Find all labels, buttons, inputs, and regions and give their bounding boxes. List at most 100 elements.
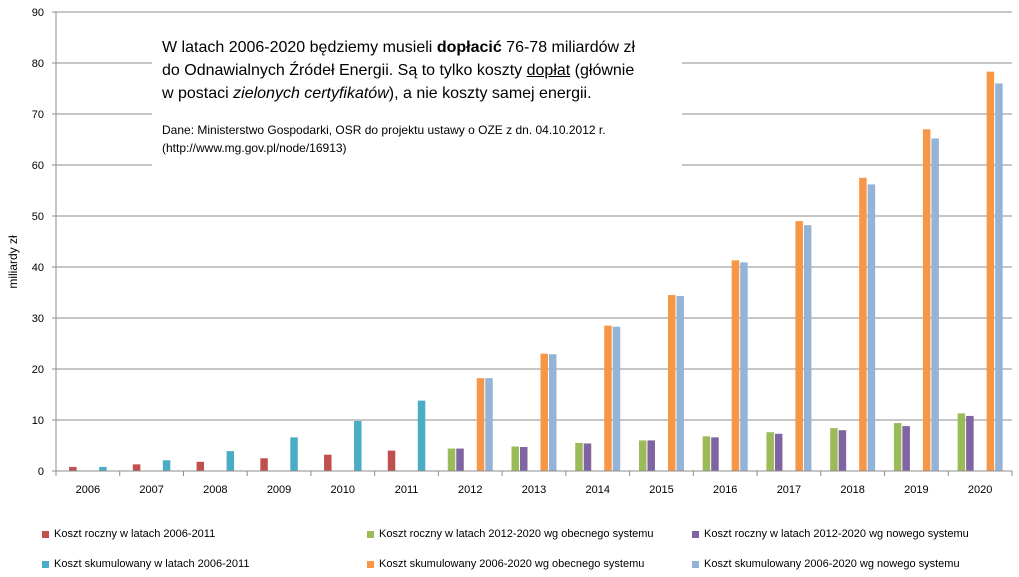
bar (417, 400, 426, 471)
bar (354, 421, 362, 471)
bar (520, 447, 528, 471)
bar (604, 325, 612, 471)
y-tick-label: 40 (32, 262, 44, 274)
bar (922, 129, 931, 472)
bar (226, 451, 235, 471)
legend-swatch (42, 560, 49, 568)
y-tick-label: 10 (32, 415, 44, 427)
legend-label: Koszt skumulowany 2006-2020 wg nowego sy… (704, 558, 960, 570)
bar (647, 440, 655, 471)
bar (859, 177, 867, 471)
bar (638, 440, 647, 471)
x-tick-label: 2007 (139, 484, 163, 496)
legend-item: Koszt roczny w latach 2006-2011 (42, 525, 215, 543)
y-tick-label: 80 (32, 58, 44, 70)
bars (69, 71, 1003, 472)
bar (549, 354, 557, 471)
annotation-text: W latach 2006-2020 będziemy musieli dopł… (162, 39, 636, 102)
legend-label: Koszt roczny w latach 2012-2020 wg noweg… (704, 528, 969, 540)
legend-swatch (692, 530, 699, 538)
bar (966, 415, 974, 471)
legend-item: Koszt skumulowany w latach 2006-2011 (42, 555, 249, 573)
legend: Koszt roczny w latach 2006-2011 Koszt sk… (0, 524, 1019, 577)
bar (766, 432, 774, 471)
x-tick-label: 2017 (777, 484, 801, 496)
y-tick-label: 30 (32, 313, 44, 325)
x-tick-label: 2016 (713, 484, 737, 496)
bar (196, 461, 205, 471)
source-line: Dane: Ministerstwo Gospodarki, OSR do pr… (162, 123, 606, 137)
bar (540, 353, 548, 471)
bar (803, 225, 812, 471)
legend-swatch (367, 530, 374, 538)
axes (52, 11, 1013, 476)
bar (583, 443, 592, 471)
bar (795, 221, 803, 471)
legend-item: Koszt roczny w latach 2012-2020 wg noweg… (692, 525, 969, 543)
y-tick-label: 70 (32, 109, 44, 121)
bar (676, 296, 684, 471)
legend-item: Koszt roczny w latach 2012-2020 wg obecn… (367, 525, 654, 543)
bar (830, 428, 838, 471)
bar (69, 466, 77, 471)
bar (711, 437, 719, 471)
legend-swatch (367, 560, 374, 568)
bar (260, 458, 268, 471)
y-tick-label: 20 (32, 364, 44, 376)
x-tick-label: 2010 (331, 484, 355, 496)
bar (838, 430, 847, 471)
bar (612, 326, 621, 471)
bar (456, 448, 464, 471)
bar (99, 466, 107, 471)
x-tick-label: 2015 (649, 484, 673, 496)
bar (740, 262, 748, 471)
legend-label: Koszt roczny w latach 2012-2020 wg obecn… (379, 528, 654, 540)
bar (867, 184, 876, 471)
y-tick-label: 60 (32, 160, 44, 172)
legend-label: Koszt roczny w latach 2006-2011 (54, 528, 216, 540)
y-tick-label: 50 (32, 211, 44, 223)
x-tick-label: 2006 (76, 484, 100, 496)
annotation-box: W latach 2006-2020 będziemy musieli dopł… (152, 36, 682, 188)
legend-label: Koszt skumulowany w latach 2006-2011 (54, 558, 250, 570)
bar (132, 464, 141, 471)
bar (324, 454, 332, 471)
x-tick-label: 2014 (585, 484, 609, 496)
annotation-source: Dane: Ministerstwo Gospodarki, OSR do pr… (162, 121, 682, 157)
bar (931, 138, 939, 472)
source-url: (http://www.mg.gov.pl/node/16913) (162, 141, 347, 155)
bar (667, 295, 676, 471)
x-tick-label: 2019 (904, 484, 928, 496)
legend-swatch (692, 560, 699, 568)
bar (902, 426, 910, 471)
bar (290, 437, 298, 471)
x-tick-label: 2011 (395, 484, 419, 496)
x-tick-label: 2013 (522, 484, 546, 496)
bar (162, 460, 171, 471)
bar (731, 260, 740, 471)
bar (995, 83, 1003, 472)
bar (485, 378, 493, 471)
bar (986, 71, 995, 472)
bar (511, 446, 519, 471)
bar (702, 436, 711, 471)
y-tick-labels: 0 10 20 30 40 50 60 70 80 90 (32, 7, 44, 478)
legend-swatch (42, 530, 49, 538)
legend-label: Koszt skumulowany 2006-2020 wg obecnego … (379, 558, 645, 570)
legend-item: Koszt skumulowany 2006-2020 wg obecnego … (367, 555, 644, 573)
x-tick-label: 2020 (968, 484, 992, 496)
bar (447, 448, 456, 471)
x-tick-labels: 2006 2007 2008 2009 2010 2011 2012 2013 2014 2015… (76, 484, 993, 496)
legend-item: Koszt skumulowany 2006-2020 wg nowego sy… (692, 555, 960, 573)
x-tick-label: 2012 (458, 484, 482, 496)
bar (387, 450, 396, 471)
x-tick-label: 2018 (840, 484, 864, 496)
bar (476, 378, 485, 471)
x-tick-label: 2009 (267, 484, 291, 496)
y-tick-label: 90 (32, 7, 44, 19)
y-tick-label: 0 (38, 466, 44, 478)
bar (957, 413, 966, 471)
y-axis-label: miliardy zł (6, 235, 20, 289)
bar (893, 423, 902, 471)
bar (774, 433, 783, 471)
